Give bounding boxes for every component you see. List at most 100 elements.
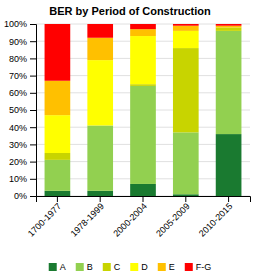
tick: 40%	[9, 123, 36, 133]
tick-mark	[30, 41, 36, 42]
legend-swatch	[103, 263, 111, 271]
tick-mark	[30, 144, 36, 145]
tick: 100%	[4, 19, 36, 29]
tick-label: 40%	[9, 123, 27, 133]
axis-line	[37, 197, 251, 203]
legend-item: E	[158, 262, 175, 272]
y-axis: 0% 10% 20% 30% 40% 50% 60% 70% 80% 90% 100%	[4, 19, 37, 201]
bar-segment	[130, 29, 156, 36]
tick: 90%	[9, 37, 36, 47]
tick-mark	[100, 196, 101, 202]
tick-label: 1700-1977	[26, 201, 64, 239]
tick-mark	[30, 110, 36, 111]
bar-segment	[130, 36, 156, 84]
bar-segment	[173, 132, 199, 194]
tick: 2010-2015	[197, 196, 235, 239]
bar-segment	[216, 31, 242, 134]
tick-mark	[30, 76, 36, 77]
bar-segment	[87, 24, 113, 38]
legend-swatch	[49, 263, 57, 271]
tick-label: 1978-1999	[69, 201, 107, 239]
legend-swatch	[185, 263, 193, 271]
bar-segment	[130, 84, 156, 86]
tick: 1700-1977	[26, 196, 64, 239]
tick-label: 30%	[9, 140, 27, 150]
plot: 0% 10% 20% 30% 40% 50% 60% 70% 80% 90% 100% 1700-19…	[4, 19, 251, 238]
bar-segment	[45, 153, 71, 160]
tick-label: 100%	[4, 19, 27, 29]
bar-segment	[130, 24, 156, 29]
legend-item: D	[130, 262, 148, 272]
bar-segment	[87, 38, 113, 60]
legend-item: A	[49, 262, 66, 272]
tick-mark	[30, 93, 36, 94]
series	[45, 27, 242, 159]
tick: 70%	[9, 71, 36, 81]
tick: 20%	[9, 157, 36, 167]
bars	[45, 24, 242, 196]
tick-label: 2005-2009	[154, 201, 192, 239]
legend: A B CD E F-G	[49, 262, 212, 272]
bar-segment	[45, 160, 71, 191]
tick-mark	[57, 196, 58, 202]
tick-mark	[185, 196, 186, 202]
tick-label: 20%	[9, 157, 27, 167]
tick-label: 80%	[9, 54, 27, 64]
legend-item: C	[103, 262, 121, 272]
legend-label: A	[60, 262, 66, 272]
chart: BER by Period of Construction 0% 10% 20% 30%…	[0, 0, 260, 278]
tick: 60%	[9, 88, 36, 98]
tick: 80%	[9, 54, 36, 64]
tick-label: 0%	[14, 191, 27, 201]
tick-label: 2010-2015	[197, 201, 235, 239]
bar-segment	[87, 191, 113, 196]
bar-segment	[216, 134, 242, 196]
tick: 2000-2004	[111, 196, 149, 239]
bar-segment	[173, 31, 199, 48]
legend-label: F-G	[196, 262, 212, 272]
bar-segment	[173, 26, 199, 31]
tick: 10%	[9, 174, 36, 184]
tick-mark	[228, 196, 229, 202]
axis-line	[30, 25, 37, 197]
tick-mark	[30, 196, 36, 197]
tick-mark	[143, 196, 144, 202]
grid	[36, 24, 250, 196]
tick: 2005-2009	[154, 196, 192, 239]
tick-label: 2000-2004	[111, 201, 149, 239]
tick-label: 50%	[9, 105, 27, 115]
bar-segment	[216, 26, 242, 28]
legend-label: B	[87, 262, 93, 272]
bar-segment	[45, 24, 71, 81]
bar-segment	[45, 81, 71, 115]
legend-swatch	[158, 263, 166, 271]
tick: 30%	[9, 140, 36, 150]
tick: 0%	[14, 191, 36, 201]
bar-segment	[130, 86, 156, 184]
tick-mark	[30, 179, 36, 180]
bar-segment	[216, 24, 242, 26]
x-axis: 1700-19771978-19992000-20042005-20092010…	[26, 196, 251, 239]
tick-label: 70%	[9, 71, 27, 81]
tick-mark	[30, 162, 36, 163]
series	[45, 26, 242, 115]
legend-swatch	[76, 263, 84, 271]
bar-segment	[173, 48, 199, 132]
tick: 50%	[9, 105, 36, 115]
bar-segment	[87, 60, 113, 125]
series	[45, 24, 242, 81]
bar-segment	[216, 27, 242, 30]
tick-label: 60%	[9, 88, 27, 98]
legend-label: C	[114, 262, 121, 272]
bar-segment	[45, 191, 71, 196]
tick-label: 90%	[9, 37, 27, 47]
tick-mark	[30, 24, 36, 25]
bar-segment	[173, 24, 199, 26]
legend-label: E	[169, 262, 175, 272]
bar-segment	[87, 125, 113, 190]
series	[45, 31, 242, 194]
tick-mark	[30, 127, 36, 128]
legend-item: B	[76, 262, 93, 272]
tick-mark	[30, 58, 36, 59]
title: BER by Period of Construction	[49, 5, 211, 17]
